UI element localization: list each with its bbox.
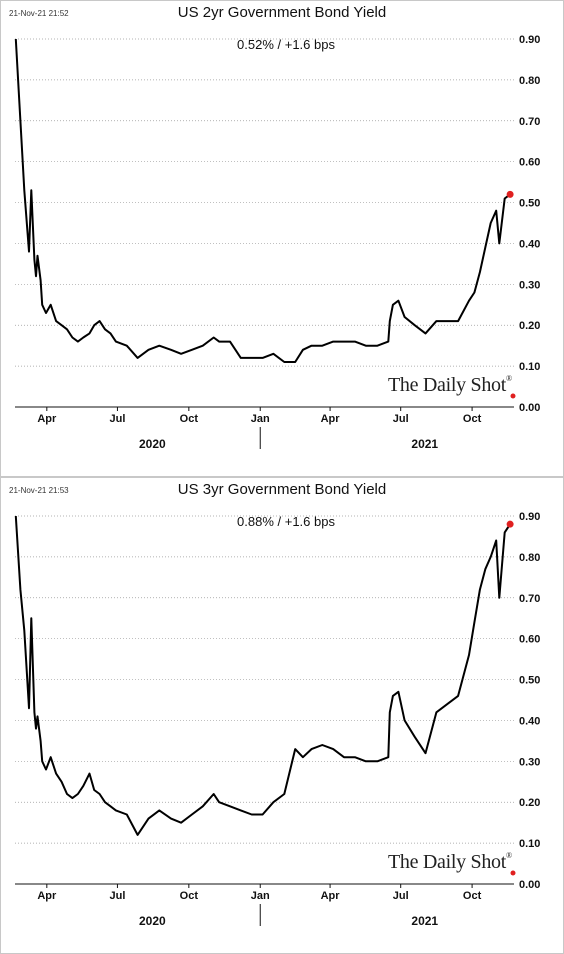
y-tick-label: 0.90 bbox=[519, 511, 540, 523]
y-tick-label: 0.10 bbox=[519, 838, 540, 850]
timestamp: 21-Nov-21 21:53 bbox=[9, 486, 69, 495]
x-tick-label: Jul bbox=[393, 890, 409, 902]
x-tick-label: Jan bbox=[251, 890, 270, 902]
x-tick-label: Oct bbox=[180, 890, 199, 902]
timestamp: 21-Nov-21 21:52 bbox=[9, 9, 69, 18]
y-tick-label: 0.20 bbox=[519, 320, 540, 332]
chart-svg: 0.00 0.10 0.20 0.30 0.40 0.50 0.60 0.70 0.80 0.90… bbox=[14, 511, 540, 928]
y-tick-label: 0.30 bbox=[519, 756, 540, 768]
chart-svg: 0.00 0.10 0.20 0.30 0.40 0.50 0.60 0.70 0.80 0.90… bbox=[14, 34, 540, 451]
brand-text: The Daily Shot bbox=[388, 374, 507, 396]
y-tick-label: 0.40 bbox=[519, 715, 540, 727]
x-tick-label: Apr bbox=[37, 890, 57, 902]
x-tick-label: Apr bbox=[321, 413, 341, 425]
latest-value-readout: 0.52% / +1.6 bps bbox=[237, 37, 335, 52]
y-tick-label: 0.80 bbox=[519, 552, 540, 564]
x-tick-label: Oct bbox=[180, 413, 199, 425]
x-tick-label: Jul bbox=[109, 890, 125, 902]
year-label: 2020 bbox=[139, 914, 166, 928]
x-tick-label: Oct bbox=[463, 413, 482, 425]
x-tick-label: Oct bbox=[463, 890, 482, 902]
y-tick-label: 0.20 bbox=[519, 797, 540, 809]
y-tick-label: 0.70 bbox=[519, 593, 540, 605]
axis-end-marker bbox=[510, 870, 516, 876]
y-tick-label: 0.60 bbox=[519, 157, 540, 169]
x-tick-label: Jul bbox=[393, 413, 409, 425]
brand-logo: The Daily Shot® bbox=[388, 374, 512, 396]
y-tick-label: 0.80 bbox=[519, 75, 540, 87]
x-tick-label: Jul bbox=[109, 413, 125, 425]
axis-end-marker bbox=[510, 393, 516, 399]
y-tick-label: 0.70 bbox=[519, 116, 540, 128]
brand-text: The Daily Shot bbox=[388, 851, 507, 873]
last-value-marker bbox=[506, 520, 514, 528]
y-tick-label: 0.00 bbox=[519, 879, 540, 891]
y-tick-label: 0.00 bbox=[519, 402, 540, 414]
last-value-marker bbox=[506, 190, 514, 198]
series-line bbox=[14, 515, 511, 836]
year-label: 2021 bbox=[411, 437, 438, 451]
chart-title: US 2yr Government Bond Yield bbox=[177, 4, 387, 21]
y-tick-label: 0.50 bbox=[519, 198, 540, 210]
x-tick-label: Jan bbox=[251, 413, 270, 425]
year-label: 2021 bbox=[411, 914, 438, 928]
y-tick-label: 0.50 bbox=[519, 675, 540, 687]
x-tick-label: Apr bbox=[321, 890, 341, 902]
y-tick-label: 0.40 bbox=[519, 238, 540, 250]
series-line bbox=[14, 38, 511, 363]
y-tick-label: 0.60 bbox=[519, 634, 540, 646]
y-tick-label: 0.10 bbox=[519, 361, 540, 373]
year-label: 2020 bbox=[139, 437, 166, 451]
chart-panel-2yr: 21-Nov-21 21:52 US 2yr Government Bond Y… bbox=[0, 0, 564, 477]
y-tick-label: 0.90 bbox=[519, 34, 540, 46]
latest-value-readout: 0.88% / +1.6 bps bbox=[237, 514, 335, 529]
x-tick-label: Apr bbox=[37, 413, 57, 425]
chart-title: US 3yr Government Bond Yield bbox=[177, 481, 387, 498]
chart-panel-3yr: 21-Nov-21 21:53 US 3yr Government Bond Y… bbox=[0, 477, 564, 954]
brand-logo: The Daily Shot® bbox=[388, 851, 512, 873]
y-tick-label: 0.30 bbox=[519, 279, 540, 291]
